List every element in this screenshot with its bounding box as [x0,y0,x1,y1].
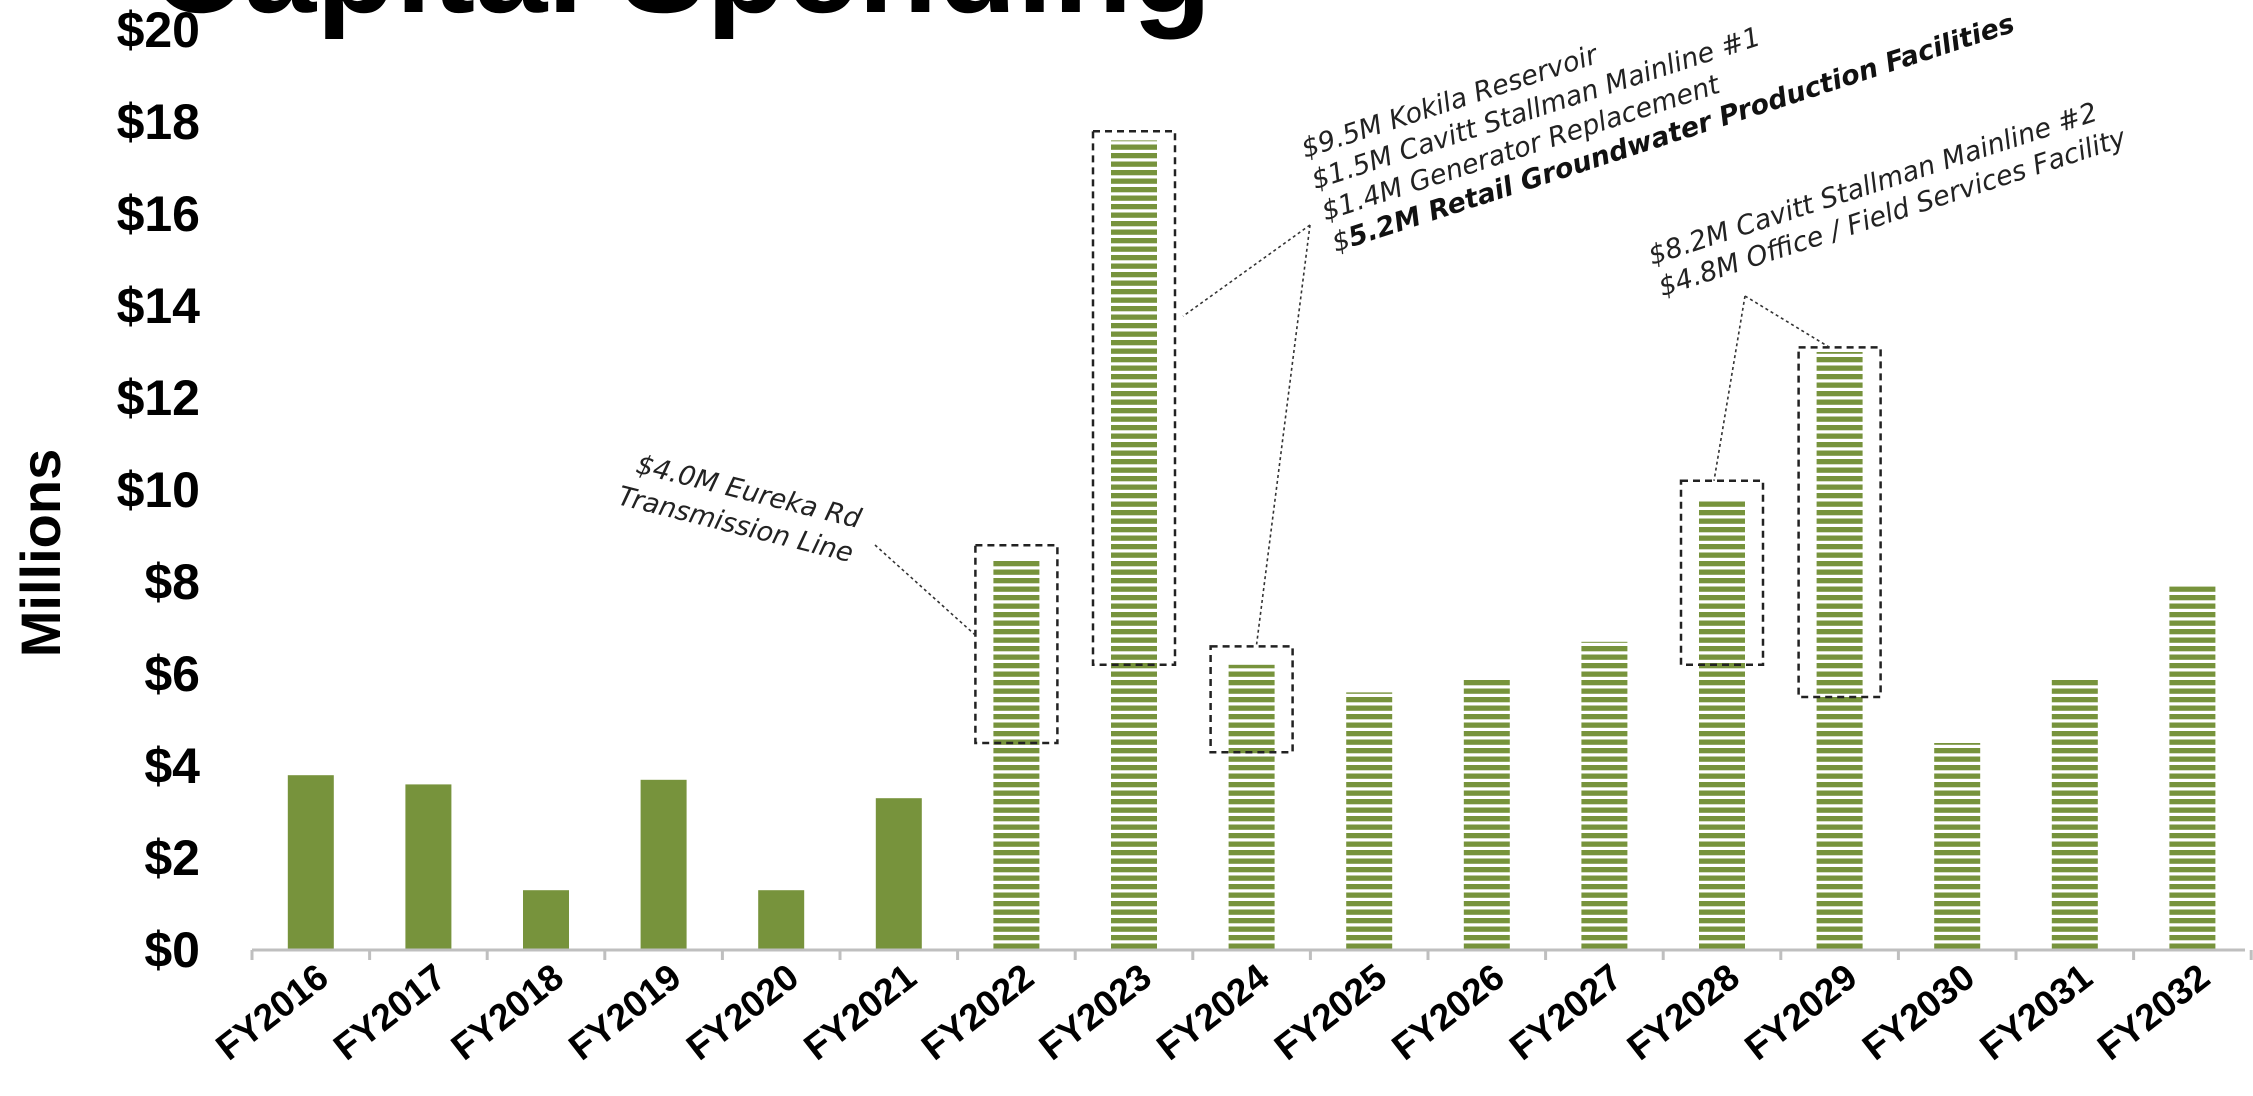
bar-fy2029 [1816,352,1863,950]
x-tick-label: FY2017 [326,956,453,1068]
x-tick-label: FY2023 [1032,956,1159,1068]
x-tick-label: FY2020 [679,956,806,1068]
bars [287,140,2216,950]
bar-fy2032 [2169,586,2216,950]
bar-fy2031 [2051,678,2098,950]
x-tick-label: FY2029 [1737,956,1864,1068]
bar-fy2020 [758,890,805,950]
leader-fy2023 [1182,224,1311,317]
y-tick-label: $8 [144,554,200,610]
x-axis-labels: FY2016FY2017FY2018FY2019FY2020FY2021FY20… [208,956,2217,1068]
x-tick-label: FY2018 [444,956,571,1068]
bar-fy2017 [405,784,452,950]
y-tick-label: $14 [117,278,201,334]
y-tick-label: $2 [144,830,200,886]
annotation-box-fy2024 [1209,645,1294,754]
y-tick-label: $10 [117,462,200,518]
bar-fy2018 [523,890,569,950]
y-tick-label: $18 [117,94,200,150]
bar-fy2027 [1581,641,1628,950]
x-tick-label: FY2031 [1972,956,2099,1068]
x-tick-label: FY2030 [1855,956,1982,1068]
y-tick-label: $12 [117,370,200,426]
bar-fy2023 [1111,140,1157,950]
annotation-leaders [874,224,1831,645]
x-tick-label: FY2024 [1149,956,1277,1068]
annotation-box-fy2028 [1679,479,1765,667]
x-tick-label: FY2025 [1267,956,1394,1068]
bar-fy2025 [1346,692,1393,950]
bar-fy2022 [993,559,1040,950]
y-tick-label: $20 [117,2,200,58]
bar-fy2019 [640,779,687,950]
y-tick-label: $0 [144,922,200,978]
x-tick-label: FY2016 [208,956,335,1068]
bar-fy2030 [1934,743,1981,950]
bar-fy2028 [1699,499,1745,950]
bar-fy2021 [875,798,922,950]
x-tick-label: FY2026 [1384,956,1511,1068]
leader-fy2022 [874,544,976,636]
bar-fy2026 [1463,678,1510,950]
bar-fy2024 [1228,664,1275,950]
leader-fy2028 [1713,295,1746,481]
y-tick-label: $6 [144,646,200,702]
y-axis-ticks: $0 $2 $4 $6 $8 $10 $12 $14 $16 $18 $20 [117,2,201,978]
annotation-box-fy2022 [974,543,1059,745]
y-tick-label: $16 [117,186,200,242]
x-tick-label: FY2032 [2090,956,2217,1068]
annotation-boxes [974,129,1882,754]
chart-title: Capital Spending [150,0,1212,40]
x-axis-ticks [250,950,2253,960]
bar-fy2016 [287,775,334,950]
annotation-line: $4.8M Office / Field Services Facility [1655,122,2131,303]
x-tick-label: FY2021 [796,956,923,1068]
x-tick-label: FY2022 [914,956,1041,1068]
y-tick-label: $4 [144,738,200,794]
annotation-box-fy2029 [1797,346,1882,699]
x-tick-label: FY2028 [1620,956,1747,1068]
leader-fy2024 [1255,224,1311,645]
leader-fy2029 [1744,295,1831,349]
annotation-eureka: $4.0M Eureka Rd Transmission Line [615,447,873,571]
x-tick-label: FY2027 [1502,956,1629,1068]
svg-text:$4.0M Eureka Rd Transmis: $4.0M Eureka Rd Transmission Line [615,447,873,571]
y-axis-label: Millions [9,449,72,657]
x-tick-label: FY2019 [561,956,688,1068]
annotation-box-fy2023 [1091,129,1177,667]
